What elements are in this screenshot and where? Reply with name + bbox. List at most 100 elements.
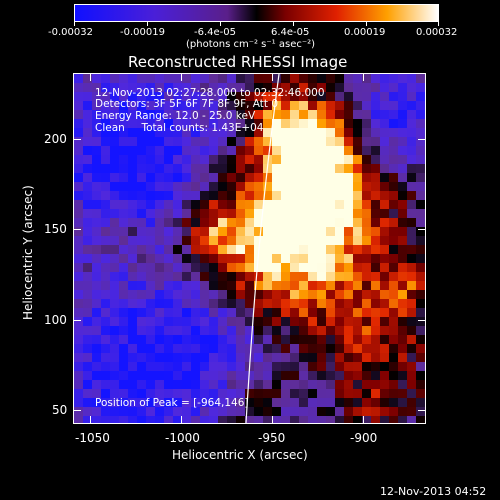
heatmap-cell — [155, 326, 164, 335]
heatmap-cell — [191, 137, 200, 146]
heatmap-cell — [191, 263, 200, 272]
heatmap-cell — [191, 191, 200, 200]
heatmap-cell — [110, 83, 119, 92]
heatmap-cell — [344, 191, 353, 200]
heatmap-cell — [344, 227, 353, 236]
heatmap-cell — [191, 362, 200, 371]
heatmap-cell — [137, 308, 146, 317]
heatmap-cell — [290, 191, 299, 200]
heatmap-cell — [290, 128, 299, 137]
heatmap-cell — [218, 254, 227, 263]
heatmap-cell — [299, 299, 308, 308]
heatmap-cell — [317, 245, 326, 254]
heatmap-cell — [155, 200, 164, 209]
heatmap-cell — [110, 353, 119, 362]
heatmap-cell — [209, 119, 218, 128]
heatmap-cell — [389, 200, 398, 209]
heatmap-cell — [227, 299, 236, 308]
heatmap-cell — [137, 398, 146, 407]
heatmap-cell — [101, 317, 110, 326]
heatmap-cell — [353, 227, 362, 236]
heatmap-cell — [191, 218, 200, 227]
heatmap-cell — [227, 128, 236, 137]
heatmap-cell — [389, 137, 398, 146]
heatmap-cell — [335, 164, 344, 173]
heatmap-cell — [344, 236, 353, 245]
heatmap-cell — [110, 299, 119, 308]
heatmap-cell — [272, 389, 281, 398]
heatmap-cell — [335, 119, 344, 128]
heatmap-cell — [74, 128, 83, 137]
heatmap-cell — [74, 344, 83, 353]
heatmap-cell — [209, 290, 218, 299]
heatmap-cell — [326, 254, 335, 263]
heatmap-cell — [119, 101, 128, 110]
rhessi-heatmap — [74, 74, 425, 423]
heatmap-cell — [416, 254, 425, 263]
heatmap-cell — [353, 164, 362, 173]
heatmap-cell — [290, 299, 299, 308]
heatmap-cell — [128, 209, 137, 218]
heatmap-cell — [371, 182, 380, 191]
heatmap-cell — [146, 227, 155, 236]
heatmap-cell — [182, 146, 191, 155]
heatmap-cell — [299, 317, 308, 326]
heatmap-cell — [416, 281, 425, 290]
heatmap-cell — [209, 245, 218, 254]
heatmap-cell — [326, 155, 335, 164]
heatmap-cell — [263, 101, 272, 110]
heatmap-cell — [344, 263, 353, 272]
heatmap-cell — [263, 389, 272, 398]
heatmap-cell — [299, 326, 308, 335]
heatmap-cell — [389, 209, 398, 218]
heatmap-cell — [182, 371, 191, 380]
heatmap-cell — [317, 209, 326, 218]
heatmap-cell — [308, 209, 317, 218]
heatmap-cell — [227, 326, 236, 335]
heatmap-cell — [164, 362, 173, 371]
heatmap-cell — [326, 362, 335, 371]
heatmap-cell — [137, 119, 146, 128]
heatmap-cell — [371, 353, 380, 362]
heatmap-cell — [326, 110, 335, 119]
heatmap-cell — [200, 110, 209, 119]
heatmap-cell — [110, 110, 119, 119]
heatmap-cell — [281, 416, 290, 423]
heatmap-cell — [173, 236, 182, 245]
x-tick-label: -1000 — [165, 431, 200, 445]
heatmap-cell — [389, 191, 398, 200]
heatmap-cell — [182, 407, 191, 416]
heatmap-cell — [92, 380, 101, 389]
heatmap-cell — [110, 281, 119, 290]
heatmap-cell — [290, 308, 299, 317]
heatmap-cell — [209, 389, 218, 398]
heatmap-cell — [263, 119, 272, 128]
heatmap-cell — [299, 308, 308, 317]
heatmap-cell — [416, 128, 425, 137]
heatmap-cell — [380, 317, 389, 326]
heatmap-cell — [326, 146, 335, 155]
heatmap-cell — [83, 281, 92, 290]
heatmap-cell — [92, 74, 101, 83]
heatmap-cell — [317, 83, 326, 92]
heatmap-cell — [272, 209, 281, 218]
heatmap-cell — [362, 308, 371, 317]
heatmap-cell — [182, 137, 191, 146]
heatmap-cell — [128, 245, 137, 254]
heatmap-cell — [245, 227, 254, 236]
heatmap-cell — [209, 263, 218, 272]
heatmap-cell — [128, 398, 137, 407]
heatmap-cell — [74, 101, 83, 110]
heatmap-cell — [236, 407, 245, 416]
heatmap-cell — [308, 137, 317, 146]
heatmap-cell — [83, 263, 92, 272]
heatmap-cell — [236, 146, 245, 155]
heatmap-cell — [119, 407, 128, 416]
heatmap-cell — [191, 254, 200, 263]
heatmap-cell — [308, 218, 317, 227]
heatmap-cell — [173, 254, 182, 263]
heatmap-cell — [92, 128, 101, 137]
heatmap-cell — [209, 182, 218, 191]
heatmap-cell — [110, 128, 119, 137]
heatmap-cell — [164, 218, 173, 227]
